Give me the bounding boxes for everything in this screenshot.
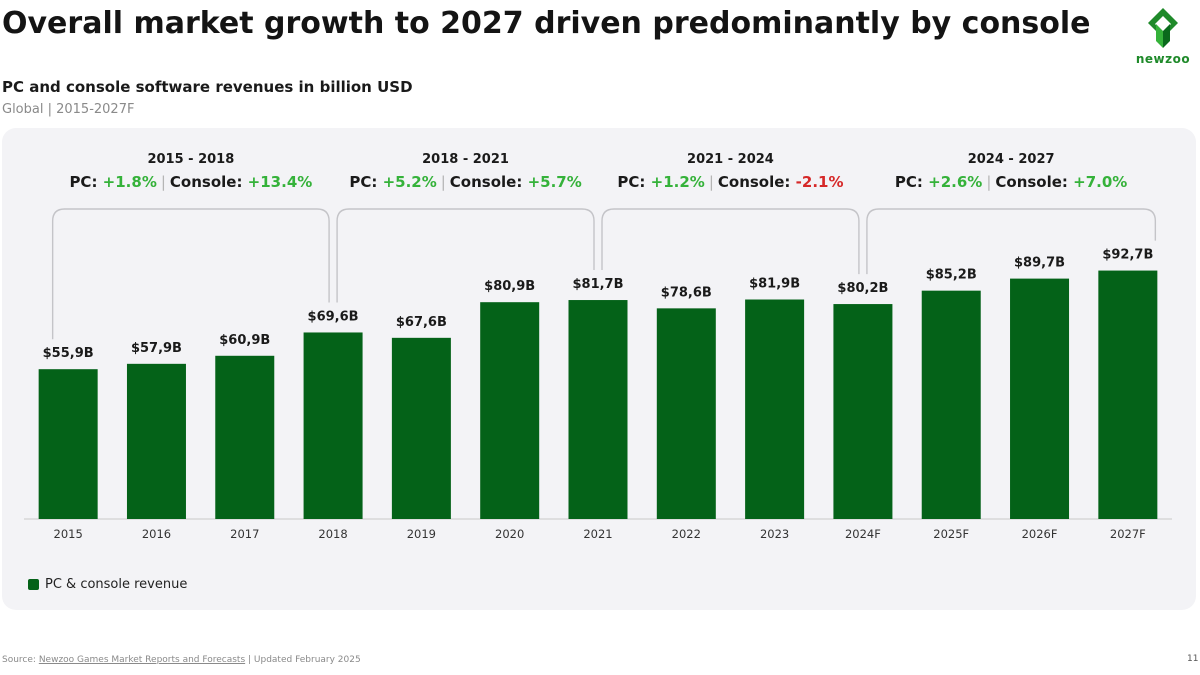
page-title: Overall market growth to 2027 driven pre… (2, 6, 1091, 41)
bar-2027F (1098, 270, 1158, 519)
period-growth: PC: +1.8% | Console: +13.4% (41, 173, 341, 191)
data-label: $81,7B (572, 277, 623, 292)
x-tick-label: 2018 (318, 527, 347, 541)
data-label: $80,9B (484, 279, 535, 294)
bar-2017 (215, 355, 275, 519)
period-1: 2018 - 2021 PC: +5.2% | Console: +5.7% (316, 152, 616, 191)
period-range: 2024 - 2027 (967, 152, 1055, 167)
period-range: 2015 - 2018 (147, 152, 235, 167)
console-growth: +13.4% (247, 173, 313, 191)
legend-swatch (28, 579, 39, 590)
period-range: 2018 - 2021 (422, 152, 509, 167)
logo-text: newzoo (1135, 52, 1191, 66)
data-label: $78,6B (661, 285, 712, 300)
data-label: $55,9B (43, 346, 94, 361)
chart-scope: Global | 2015-2027F (2, 102, 135, 117)
growth-separator: | (986, 173, 992, 191)
x-tick-label: 2019 (407, 527, 436, 541)
pc-growth: +5.2% (382, 173, 437, 191)
data-label: $92,7B (1102, 248, 1153, 263)
source-suffix: | Updated February 2025 (245, 655, 361, 665)
x-tick-label: 2025F (933, 527, 969, 541)
data-label: $60,9B (219, 333, 270, 348)
pc-growth: +1.8% (102, 173, 157, 191)
period-bracket (51, 208, 330, 340)
period-0: 2015 - 2018 PC: +1.8% | Console: +13.4% (41, 152, 341, 191)
bar-2023 (745, 299, 805, 519)
pc-label: PC: (69, 173, 103, 191)
period-2: 2021 - 2024 PC: +1.2% | Console: -2.1% (580, 152, 880, 191)
page-number: 11 (1187, 654, 1199, 664)
newzoo-logo: newzoo (1134, 6, 1192, 70)
data-label: $67,6B (396, 315, 447, 330)
pc-label: PC: (349, 173, 383, 191)
growth-separator: | (160, 173, 166, 191)
x-tick-label: 2015 (54, 527, 83, 541)
growth-separator: | (708, 173, 714, 191)
period-bracket (601, 208, 860, 275)
bar-2021 (568, 300, 628, 519)
data-label: $81,9B (749, 277, 800, 292)
period-growth: PC: +1.2% | Console: -2.1% (580, 173, 880, 191)
pc-label: PC: (894, 173, 929, 191)
pc-growth: +2.6% (928, 173, 983, 191)
console-label: Console: (169, 173, 248, 191)
console-growth: +7.0% (1073, 173, 1128, 191)
bar-2022 (656, 308, 716, 519)
x-tick-label: 2022 (672, 527, 701, 541)
bar-2020 (480, 302, 540, 519)
data-label: $89,7B (1014, 256, 1065, 271)
data-label: $69,6B (308, 309, 359, 324)
x-tick-label: 2026F (1022, 527, 1058, 541)
source-note: Source: Newzoo Games Market Reports and … (2, 655, 361, 665)
period-growth: PC: +2.6% | Console: +7.0% (861, 173, 1161, 191)
data-label: $57,9B (131, 341, 182, 356)
growth-separator: | (440, 173, 446, 191)
console-growth: +5.7% (527, 173, 582, 191)
bar-2024F (833, 304, 893, 519)
x-tick-label: 2021 (583, 527, 612, 541)
bar-2015 (38, 369, 98, 519)
x-tick-label: 2017 (230, 527, 259, 541)
bar-2016 (126, 363, 186, 519)
period-3: 2024 - 2027 PC: +2.6% | Console: +7.0% (861, 152, 1161, 191)
data-label: $80,2B (837, 281, 888, 296)
legend-label: PC & console revenue (45, 577, 188, 592)
source-prefix: Source: (2, 655, 39, 665)
bar-2019 (391, 337, 451, 519)
period-range: 2021 - 2024 (687, 152, 774, 167)
x-tick-label: 2016 (142, 527, 171, 541)
period-growth: PC: +5.2% | Console: +5.7% (316, 173, 616, 191)
period-bracket (336, 208, 595, 303)
pc-growth: +1.2% (650, 173, 705, 191)
chart-subtitle: PC and console software revenues in bill… (2, 78, 413, 96)
data-label: $85,2B (926, 268, 977, 283)
console-label: Console: (717, 173, 796, 191)
console-label: Console: (995, 173, 1074, 191)
source-link[interactable]: Newzoo Games Market Reports and Forecast… (38, 655, 246, 665)
bar-2018 (303, 332, 363, 519)
x-tick-label: 2020 (495, 527, 524, 541)
pc-label: PC: (617, 173, 651, 191)
console-label: Console: (449, 173, 528, 191)
x-tick-label: 2023 (760, 527, 789, 541)
console-growth: -2.1% (795, 173, 844, 191)
bar-2025F (921, 290, 981, 519)
bar-2026F (1010, 278, 1070, 519)
x-tick-label: 2024F (845, 527, 881, 541)
period-bracket (866, 208, 1157, 275)
chart-legend: PC & console revenue (28, 577, 187, 592)
newzoo-logo-icon (1148, 8, 1178, 48)
x-tick-label: 2027F (1110, 527, 1146, 541)
